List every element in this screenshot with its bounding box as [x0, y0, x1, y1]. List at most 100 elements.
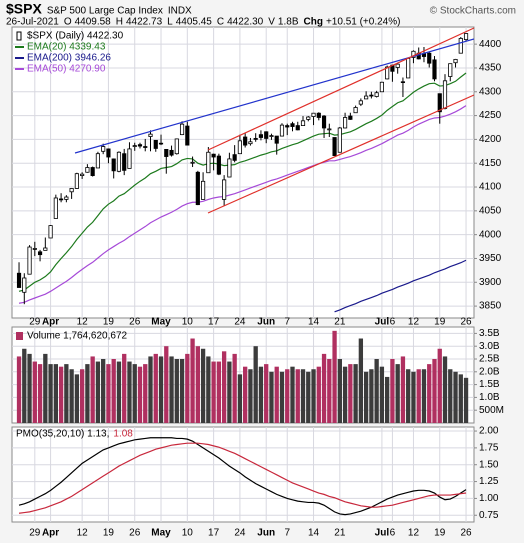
quote-item: Chg — [304, 17, 323, 28]
candle-body — [95, 153, 100, 169]
volume-bar — [148, 356, 153, 423]
marks-layer — [16, 33, 469, 516]
candle-body — [269, 135, 274, 137]
legend-label: 1.08 — [113, 429, 133, 440]
volume-bar — [143, 364, 148, 423]
legend-label: $SPX (Daily) 4422.30 — [27, 31, 124, 42]
y-tick-label: 1.0B — [479, 392, 500, 403]
volume-bar — [211, 361, 216, 423]
volume-bar — [43, 353, 48, 423]
y-tick-label: 4100 — [479, 182, 502, 193]
legend-label: EMA(50) 4270.90 — [27, 64, 106, 75]
candle-body — [306, 116, 311, 120]
x-tick-label: Jul — [375, 317, 390, 328]
candle-body — [48, 225, 53, 239]
y-tick-label: 2.0B — [479, 366, 500, 377]
trendlines — [74, 27, 474, 214]
x-tick-label: 29 — [29, 528, 41, 539]
x-tick-label: 6 — [390, 317, 396, 328]
candle-body — [395, 63, 400, 68]
candle-body — [463, 33, 469, 40]
x-tick-label: 14 — [308, 317, 320, 328]
candle-body — [264, 131, 269, 139]
y-tick-label: 4050 — [479, 205, 502, 216]
volume-bar — [32, 361, 37, 423]
volume-bar — [421, 369, 427, 423]
candle-body — [432, 59, 437, 80]
trendline — [207, 27, 474, 151]
candle-body — [358, 100, 363, 105]
volume-bar — [16, 356, 22, 423]
volume-bar — [232, 353, 237, 423]
x-tick-label: 7 — [284, 317, 290, 328]
x-tick-label: 10 — [182, 528, 194, 539]
volume-bar — [306, 371, 311, 423]
volume-bar — [269, 371, 274, 423]
y-tick-label: 4000 — [479, 229, 502, 240]
volume-bar — [348, 364, 353, 423]
x-tick-label: Jun — [257, 528, 275, 539]
candle-body — [201, 180, 206, 200]
candle-body — [69, 188, 74, 193]
candle-body — [106, 148, 111, 158]
volume-bar — [337, 359, 342, 423]
candle-body — [348, 115, 353, 120]
volume-bar — [53, 364, 58, 423]
volume-bar — [311, 369, 316, 423]
volume-bar — [453, 371, 458, 423]
y-tick-label: 1.50 — [479, 459, 499, 470]
volume-bar — [137, 366, 143, 423]
candle-body — [37, 251, 43, 256]
volume-bar — [122, 353, 127, 423]
y-tick-label: 4350 — [479, 63, 502, 74]
price-marks — [16, 33, 469, 313]
volume-bar — [85, 364, 90, 423]
candle-body — [327, 128, 332, 131]
candle-body — [337, 127, 342, 153]
x-tick-label: 14 — [308, 528, 320, 539]
volume-bar — [69, 369, 74, 423]
y-tick-label: 1.25 — [479, 476, 499, 487]
candle-body — [311, 112, 316, 117]
volume-bar — [369, 369, 374, 423]
series-line — [18, 437, 467, 516]
candle-body — [43, 247, 48, 251]
candle-body — [442, 80, 448, 109]
candle-body — [253, 138, 258, 140]
volume-bar — [411, 371, 416, 423]
volume-bar — [253, 346, 258, 423]
candle-body — [300, 120, 306, 126]
x-tick-label: 12 — [77, 528, 89, 539]
x-tick-label: Jun — [257, 317, 275, 328]
x-tick-label: May — [151, 528, 171, 539]
volume-bar — [206, 356, 211, 423]
y-tick-label: 4400 — [479, 39, 502, 50]
volume-bar — [74, 374, 80, 423]
y-tick-label: 3950 — [479, 253, 502, 264]
x-tick-label: 12 — [408, 528, 420, 539]
volume-bar — [379, 366, 385, 423]
volume-bar — [390, 359, 395, 423]
candle-body — [448, 63, 453, 77]
candle-body — [316, 112, 321, 118]
candle-body — [437, 93, 442, 113]
candle-body — [148, 133, 153, 137]
x-tick-label: 7 — [284, 528, 290, 539]
candle-body — [137, 144, 143, 147]
candle-body — [169, 149, 174, 156]
volume-bar — [327, 359, 332, 423]
volume-bar — [295, 369, 300, 423]
candle-body — [85, 167, 90, 173]
volume-bar — [174, 359, 179, 423]
volume-bar — [374, 359, 379, 423]
x-tick-label: 19 — [434, 528, 446, 539]
candle-body — [74, 173, 79, 189]
volume-bar — [200, 348, 206, 423]
candle-body — [374, 92, 379, 97]
x-tick-label: 19 — [434, 317, 446, 328]
copyright: © StockCharts.com — [430, 6, 516, 17]
candle-body — [385, 66, 390, 80]
volume-bar — [416, 369, 421, 423]
candle-body — [90, 167, 95, 176]
